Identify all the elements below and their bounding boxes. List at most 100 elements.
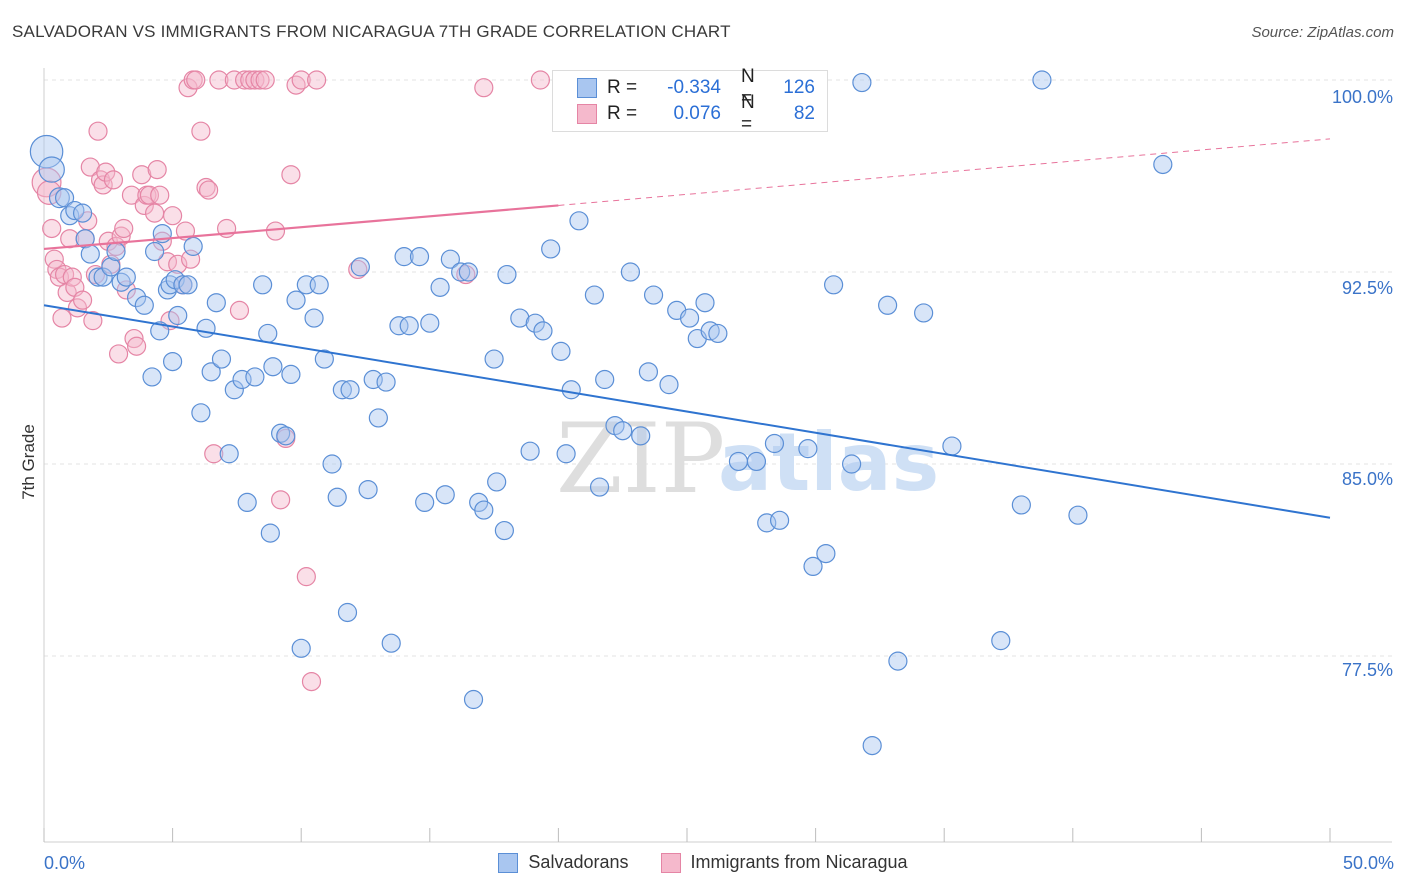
data-point xyxy=(245,367,265,387)
data-point xyxy=(643,285,664,305)
data-point xyxy=(474,500,494,520)
data-point xyxy=(196,318,216,338)
series-immigrants-from-nicaragua xyxy=(31,70,550,692)
data-point xyxy=(764,433,785,454)
data-point xyxy=(307,70,327,90)
data-point xyxy=(250,70,270,90)
data-point xyxy=(301,671,322,692)
data-point xyxy=(520,441,540,461)
data-point xyxy=(144,203,165,223)
data-point xyxy=(451,262,471,282)
data-point xyxy=(255,70,275,90)
blue-swatch xyxy=(498,852,519,873)
data-point xyxy=(144,241,165,262)
data-point xyxy=(186,70,206,90)
data-point xyxy=(258,323,278,344)
data-point xyxy=(700,321,720,341)
data-point xyxy=(679,308,700,328)
data-point xyxy=(409,247,430,267)
data-point xyxy=(798,439,818,459)
data-point xyxy=(80,244,100,264)
data-point xyxy=(142,367,162,387)
data-point xyxy=(291,70,311,90)
data-point xyxy=(589,477,610,497)
data-point xyxy=(337,602,358,623)
data-point xyxy=(48,187,70,209)
data-point xyxy=(474,78,494,98)
data-point xyxy=(134,295,154,315)
data-point xyxy=(111,226,131,246)
data-point xyxy=(54,188,75,208)
data-point xyxy=(206,293,226,313)
data-point xyxy=(584,285,605,305)
n-label: N = xyxy=(741,92,755,135)
data-point xyxy=(296,567,316,587)
data-point xyxy=(157,280,178,300)
data-point xyxy=(108,344,129,364)
data-point xyxy=(271,423,291,443)
data-point xyxy=(85,264,106,285)
n-label: N = xyxy=(741,66,755,109)
data-point xyxy=(456,264,476,285)
data-point xyxy=(803,556,823,577)
data-point xyxy=(510,308,530,328)
data-point xyxy=(494,520,514,541)
data-point xyxy=(595,369,615,390)
x-tick-label-left: 0.0% xyxy=(44,853,85,873)
data-point xyxy=(862,735,882,756)
data-point xyxy=(878,295,898,315)
data-point xyxy=(114,218,134,239)
data-point xyxy=(132,165,152,185)
trend-line-nicaragua-extension xyxy=(558,138,1331,206)
data-point xyxy=(271,490,291,510)
data-point xyxy=(463,689,484,710)
data-point xyxy=(551,341,571,361)
data-point xyxy=(842,454,862,474)
data-point xyxy=(286,290,306,310)
data-point xyxy=(224,380,244,400)
blue-swatch xyxy=(577,78,597,98)
data-point xyxy=(80,157,100,177)
trend-line-nicaragua xyxy=(43,204,559,251)
data-point xyxy=(286,75,306,95)
data-point xyxy=(224,70,244,90)
data-point xyxy=(103,170,124,190)
data-point xyxy=(199,180,219,200)
watermark-zip: ZIP xyxy=(556,403,725,515)
y-axis-label: 7th Grade xyxy=(19,424,38,500)
data-point xyxy=(314,349,334,369)
data-point xyxy=(260,523,280,543)
data-point xyxy=(83,311,103,331)
data-point xyxy=(389,316,409,336)
data-point xyxy=(327,487,347,507)
data-point xyxy=(569,211,589,231)
data-point xyxy=(196,177,216,198)
source-credit: Source: ZipAtlas.com xyxy=(1251,24,1394,41)
data-point xyxy=(420,313,440,333)
data-point xyxy=(888,651,908,671)
data-point xyxy=(96,162,116,182)
chart-title: SALVADORAN VS IMMIGRANTS FROM NICARAGUA … xyxy=(12,22,731,41)
data-point xyxy=(381,633,401,653)
data-point xyxy=(399,316,419,336)
data-point xyxy=(38,156,65,183)
data-point xyxy=(201,362,221,382)
data-point xyxy=(72,203,93,223)
data-point xyxy=(613,421,633,441)
data-point xyxy=(93,267,113,287)
data-point xyxy=(204,444,224,464)
data-point xyxy=(708,323,728,344)
data-point xyxy=(65,200,85,221)
data-point xyxy=(525,313,545,333)
data-point xyxy=(88,267,108,287)
data-point xyxy=(163,352,183,372)
data-point xyxy=(211,349,232,369)
data-point xyxy=(150,185,170,205)
data-point xyxy=(332,380,352,400)
legend-item-nicaragua: Immigrants from Nicaragua xyxy=(660,852,908,873)
legend-label-salvadorans: Salvadorans xyxy=(528,852,629,872)
data-point xyxy=(276,426,296,446)
data-point xyxy=(29,134,64,169)
r-value: 0.076 xyxy=(673,103,721,124)
